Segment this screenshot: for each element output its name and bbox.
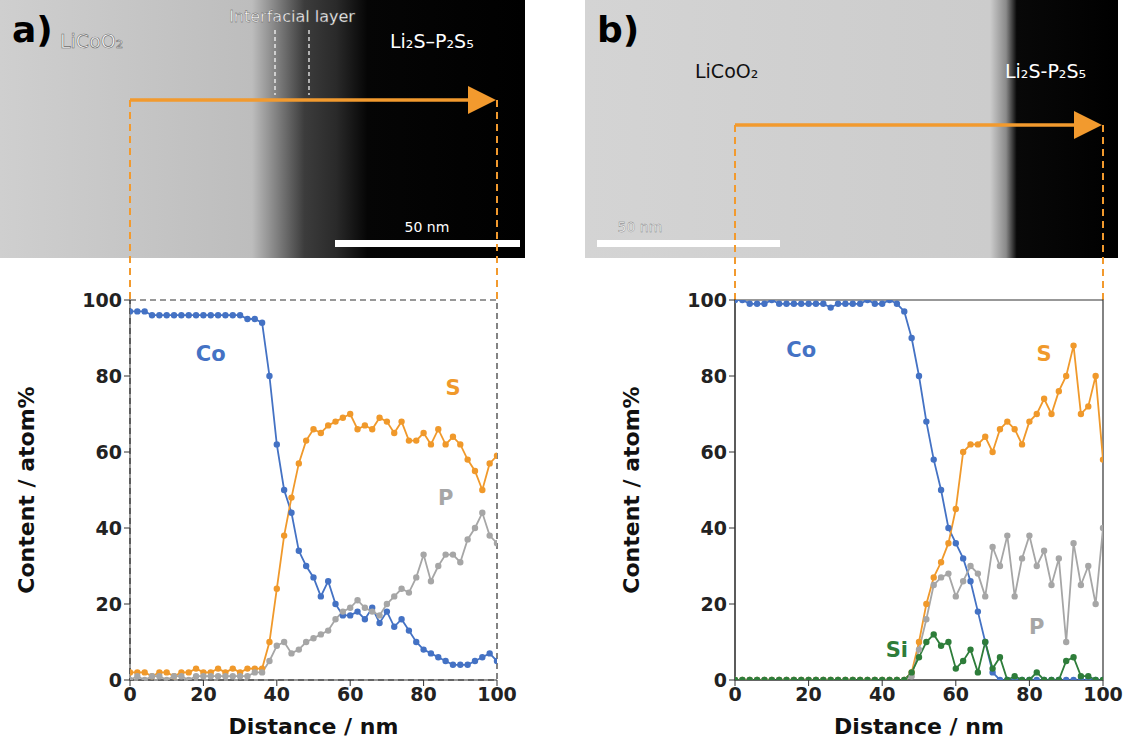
svg-text:100: 100 [687,290,727,311]
svg-text:80: 80 [1016,683,1042,705]
svg-text:LiCoO₂: LiCoO₂ [695,60,758,82]
svg-text:Co: Co [196,342,226,366]
svg-text:Interfacial layer: Interfacial layer [229,7,355,26]
svg-text:P: P [1029,615,1044,639]
svg-text:a): a) [12,9,53,50]
svg-text:Content / atom%: Content / atom% [14,386,39,593]
svg-text:b): b) [597,9,639,50]
svg-text:S: S [445,376,460,400]
svg-text:Co: Co [786,338,816,362]
svg-text:60: 60 [943,683,969,705]
svg-text:40: 40 [701,517,727,539]
svg-text:80: 80 [96,365,122,387]
svg-text:P: P [438,486,453,510]
svg-text:40: 40 [96,517,122,539]
svg-text:100: 100 [1083,683,1123,705]
svg-text:60: 60 [96,441,122,463]
svg-text:Distance / nm: Distance / nm [834,714,1004,739]
svg-text:20: 20 [701,593,727,615]
svg-text:40: 40 [264,683,290,705]
svg-text:50 nm: 50 nm [405,219,450,235]
svg-text:20: 20 [190,683,216,705]
svg-text:100: 100 [477,683,517,705]
svg-text:80: 80 [701,365,727,387]
svg-text:0: 0 [714,669,727,691]
svg-text:LiCoO₂: LiCoO₂ [60,30,123,52]
svg-text:Distance / nm: Distance / nm [229,714,399,739]
svg-text:100: 100 [82,290,122,311]
svg-text:S: S [1037,342,1052,366]
svg-text:Li₂S-P₂S₅: Li₂S-P₂S₅ [1005,60,1086,82]
svg-text:0: 0 [109,669,122,691]
svg-text:Content / atom%: Content / atom% [619,386,644,593]
svg-text:50 nm: 50 nm [618,219,663,235]
svg-text:Li₂S–P₂S₅: Li₂S–P₂S₅ [390,30,474,52]
svg-text:0: 0 [123,683,136,705]
svg-text:80: 80 [410,683,436,705]
svg-text:20: 20 [96,593,122,615]
svg-text:Si: Si [886,638,908,662]
svg-text:40: 40 [869,683,895,705]
svg-text:60: 60 [337,683,363,705]
svg-text:60: 60 [701,441,727,463]
svg-text:0: 0 [728,683,741,705]
svg-text:20: 20 [795,683,821,705]
